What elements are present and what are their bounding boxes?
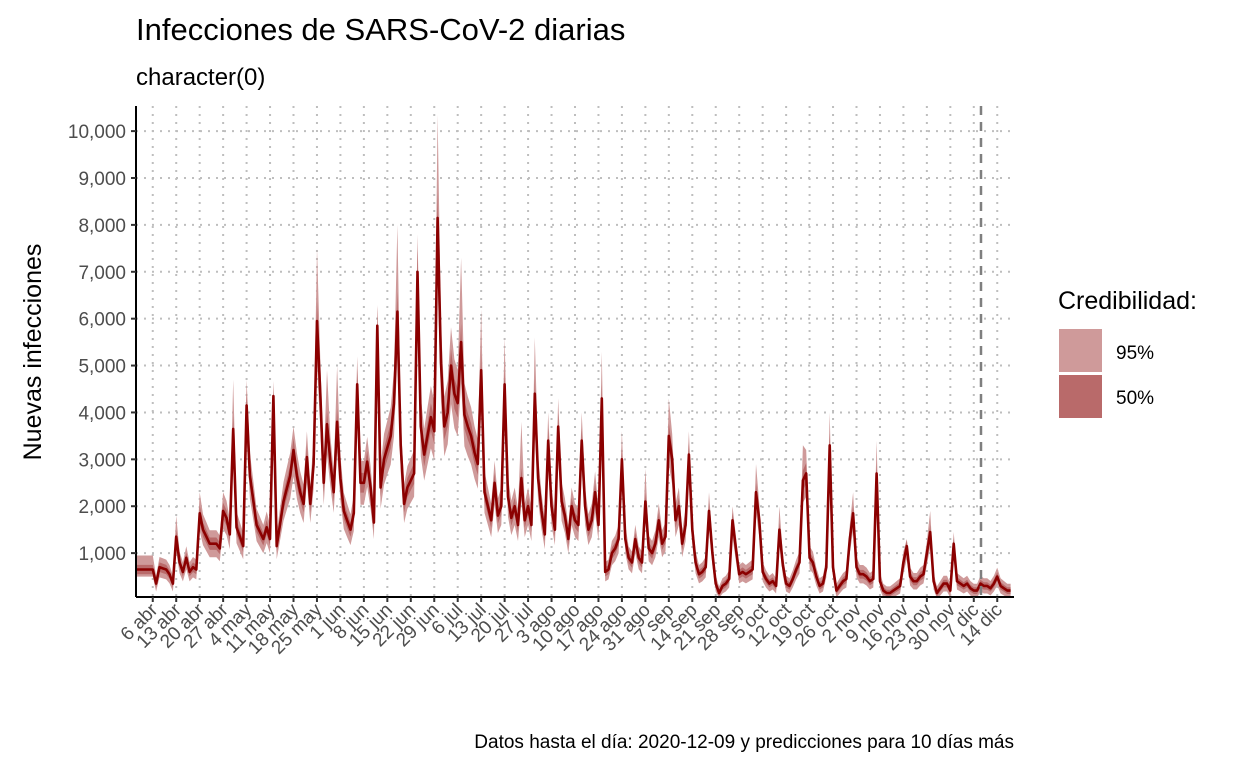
legend-swatch-50 — [1059, 375, 1102, 418]
y-tick-label-6: 7,000 — [78, 263, 126, 284]
y-axis-label: Nuevas infecciones — [19, 244, 47, 461]
y-axis-ticks: 1,000 2,000 3,000 4,000 5,000 6,000 7,000 8,000… — [68, 122, 136, 565]
y-tick-label-5: 6,000 — [78, 310, 126, 331]
chart-caption: Datos hasta el día: 2020-12-09 y predicc… — [474, 732, 1014, 753]
legend-label-95: 95% — [1116, 343, 1154, 364]
y-tick-label-8: 9,000 — [78, 169, 126, 190]
y-tick-label-4: 5,000 — [78, 357, 126, 378]
legend: Credibilidad: 95% 50% — [1058, 287, 1197, 418]
y-tick-label-0: 1,000 — [78, 544, 126, 565]
legend-swatch-95 — [1059, 329, 1102, 372]
chart-title: Infecciones de SARS-CoV-2 diarias — [136, 12, 625, 47]
chart-subtitle: character(0) — [136, 64, 265, 91]
y-tick-label-7: 8,000 — [78, 216, 126, 237]
y-tick-label-3: 4,000 — [78, 403, 126, 424]
y-tick-label-1: 2,000 — [78, 497, 126, 518]
legend-title: Credibilidad: — [1058, 287, 1197, 315]
legend-label-50: 50% — [1116, 388, 1154, 409]
y-tick-label-9: 10,000 — [68, 122, 126, 143]
y-tick-label-2: 3,000 — [78, 450, 126, 471]
